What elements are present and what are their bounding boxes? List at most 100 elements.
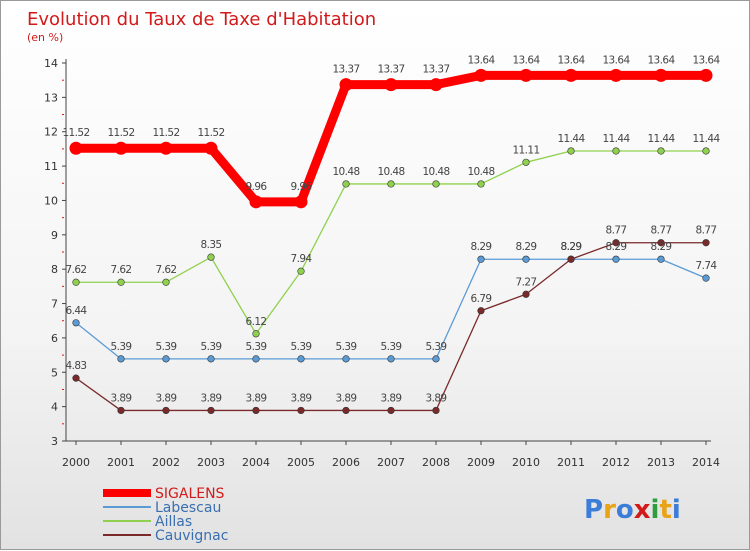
data-point (72, 319, 80, 327)
data-label: 7.62 (111, 264, 132, 276)
data-label: 7.94 (291, 253, 313, 265)
data-label: 5.39 (156, 341, 177, 353)
data-label: 9.96 (291, 181, 313, 193)
data-point (297, 406, 305, 415)
data-label: 11.52 (107, 127, 134, 139)
x-tick-label: 2000 (62, 456, 90, 469)
proxiti-logo: Proxiti (584, 495, 681, 525)
data-point (162, 278, 170, 286)
data-point (564, 68, 578, 82)
data-point (252, 406, 260, 415)
x-tick-label: 2013 (647, 456, 675, 469)
data-point (387, 180, 395, 188)
data-point (159, 141, 173, 155)
data-label: 7.74 (696, 260, 718, 272)
data-point (297, 355, 305, 363)
data-label: 5.39 (246, 341, 267, 353)
data-label: 7.62 (156, 264, 177, 276)
y-tick-label: 10 (44, 194, 58, 207)
data-label: 5.39 (381, 341, 402, 353)
data-label: 6.79 (471, 293, 492, 305)
data-label: 6.12 (246, 316, 267, 328)
data-point (519, 68, 533, 82)
data-label: 8.35 (201, 239, 222, 251)
data-labels: 7.62 7.62 7.62 8.35 6.12 7.94 10.48 10.48 10.48 1… (62, 54, 721, 404)
data-label: 11.44 (692, 133, 720, 145)
data-point (522, 158, 530, 166)
data-point (204, 141, 218, 155)
x-tick-label: 2003 (197, 456, 225, 469)
data-point (117, 406, 125, 415)
y-tick-label: 9 (51, 229, 58, 242)
data-point (387, 355, 395, 363)
data-label: 13.64 (512, 54, 540, 66)
data-point (342, 180, 350, 188)
data-label: 13.64 (557, 54, 585, 66)
data-point (249, 195, 263, 209)
x-tick-label: 2014 (692, 456, 720, 469)
x-tick-label: 2005 (287, 456, 315, 469)
y-tick-label: 11 (44, 160, 58, 173)
data-label: 13.64 (692, 54, 720, 66)
data-point (339, 78, 353, 92)
data-label: 8.29 (516, 241, 537, 253)
data-point (294, 195, 308, 209)
data-point (477, 255, 485, 263)
logo-text: Proxiti (584, 495, 681, 525)
data-point (657, 147, 665, 155)
x-tick-label: 2008 (422, 456, 450, 469)
data-point (432, 406, 440, 415)
data-point (432, 355, 440, 363)
y-tick-label: 8 (51, 263, 58, 276)
data-label: 3.89 (381, 392, 402, 404)
data-point (342, 355, 350, 363)
data-label: 8.29 (651, 241, 672, 253)
data-label: 11.52 (152, 127, 179, 139)
x-tick-label: 2007 (377, 456, 405, 469)
x-tick-label: 2006 (332, 456, 360, 469)
data-point (654, 68, 668, 82)
data-point (522, 255, 530, 263)
data-point (702, 147, 710, 155)
x-tick-label: 2012 (602, 456, 630, 469)
data-point (117, 278, 125, 286)
data-label: 10.48 (377, 166, 404, 178)
x-tick-label: 2011 (557, 456, 585, 469)
data-point (699, 68, 713, 82)
data-label: 3.89 (156, 392, 177, 404)
data-point (342, 406, 350, 415)
data-point (567, 255, 575, 263)
data-point (162, 406, 170, 415)
data-point (609, 68, 623, 82)
data-label: 8.77 (606, 225, 627, 237)
data-point (207, 355, 215, 363)
chart-title: Evolution du Taux de Taxe d'Habitation (27, 9, 376, 30)
y-tick-label: 13 (44, 91, 58, 104)
legend-label: Cauvignac (155, 528, 228, 544)
y-tick-label: 12 (44, 126, 58, 139)
y-tick-label: 14 (44, 57, 58, 70)
data-label: 13.37 (377, 64, 404, 76)
legend-label: SIGALENS (155, 486, 225, 502)
x-tick-label: 2010 (512, 456, 540, 469)
x-axis-ticks: 2000 2001 2002 2003 2004 2005 2006 2007 2008 2009… (62, 441, 720, 469)
data-point (612, 147, 620, 155)
data-label: 8.29 (561, 241, 582, 253)
data-label: 8.77 (651, 225, 672, 237)
data-point (252, 330, 260, 338)
data-label: 10.48 (332, 166, 359, 178)
y-tick-label: 4 (51, 401, 58, 414)
data-label: 5.39 (426, 341, 447, 353)
data-label: 3.89 (111, 392, 132, 404)
y-tick-label: 3 (51, 435, 58, 448)
data-label: 3.89 (201, 392, 222, 404)
y-tick-label: 5 (51, 366, 58, 379)
data-point (384, 78, 398, 92)
data-point (432, 180, 440, 188)
data-point (429, 78, 443, 92)
data-point (477, 307, 485, 315)
data-point (474, 68, 488, 82)
data-point (387, 406, 395, 415)
data-point (657, 255, 665, 263)
